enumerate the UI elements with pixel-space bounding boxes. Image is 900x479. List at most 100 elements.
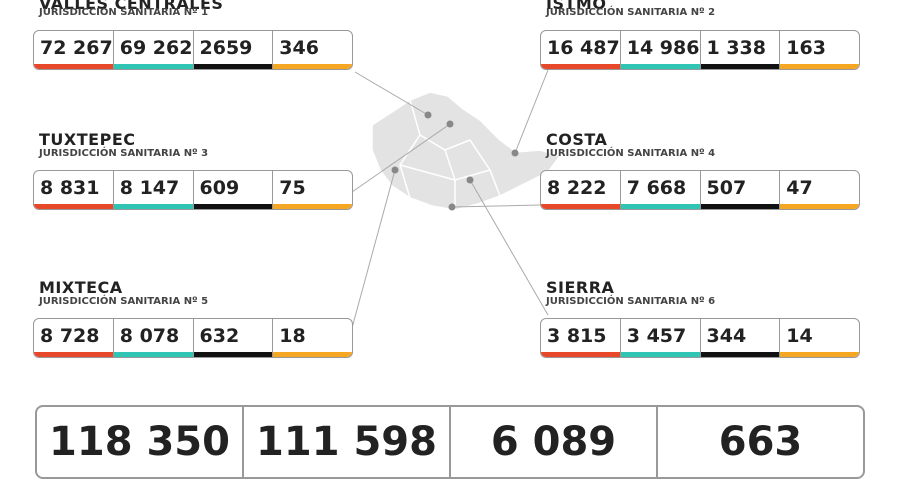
stat-value: 14 986	[626, 37, 700, 59]
region-name: COSTA	[546, 130, 608, 149]
total-value: 6 089	[490, 419, 617, 465]
stat-value: 2659	[199, 37, 253, 59]
stat-cell: 7 668	[620, 171, 701, 209]
stat-value: 1 338	[706, 37, 767, 59]
stat-cell: 1 338	[700, 31, 781, 69]
total-cell: 663	[658, 407, 863, 477]
stat-cell: 14	[780, 319, 859, 357]
color-bar	[113, 352, 193, 357]
stat-cell: 8 147	[113, 171, 194, 209]
color-bar	[193, 64, 273, 69]
stat-cell: 16 487	[541, 31, 621, 69]
stat-cell: 2659	[193, 31, 274, 69]
region-subtitle: JURISDICCIÓN SANITARIA Nº 1	[39, 7, 209, 18]
stat-value: 8 147	[119, 177, 180, 199]
stat-value: 47	[786, 177, 813, 199]
stats-box: 8 728 8 078 632 18	[33, 318, 353, 358]
color-bar	[780, 64, 859, 69]
stat-value: 18	[279, 325, 306, 347]
stat-value: 163	[786, 37, 826, 59]
color-bar	[34, 64, 113, 69]
region-name: TUXTEPEC	[39, 130, 136, 149]
stat-cell: 69 262	[113, 31, 194, 69]
total-value: 663	[718, 419, 803, 465]
stat-value: 3 815	[547, 325, 607, 347]
color-bar	[620, 352, 700, 357]
stat-cell: 8 831	[34, 171, 114, 209]
stat-cell: 8 222	[541, 171, 621, 209]
stat-value: 69 262	[119, 37, 193, 59]
stats-box: 72 267 69 262 2659 346	[33, 30, 353, 70]
stat-value: 14	[786, 325, 813, 347]
color-bar	[273, 352, 352, 357]
stat-cell: 163	[780, 31, 859, 69]
state-shape	[371, 91, 562, 211]
color-bar	[620, 204, 700, 209]
total-cell: 111 598	[244, 407, 451, 477]
region-subtitle: JURISDICCIÓN SANITARIA Nº 4	[546, 148, 716, 159]
color-bar	[113, 204, 193, 209]
stat-cell: 507	[700, 171, 781, 209]
stat-cell: 346	[273, 31, 352, 69]
color-bar	[541, 64, 620, 69]
stat-cell: 344	[700, 319, 781, 357]
stat-cell: 8 078	[113, 319, 194, 357]
color-bar	[541, 204, 620, 209]
region-name: SIERRA	[546, 278, 615, 297]
total-value: 118 350	[49, 419, 230, 465]
stat-cell: 18	[273, 319, 352, 357]
stat-value: 632	[199, 325, 240, 347]
color-bar	[193, 204, 273, 209]
stat-cell: 3 815	[541, 319, 621, 357]
stat-value: 8 078	[119, 325, 180, 347]
page: {"regions": [ {"name": "VALLES CENTRALES…	[33, 0, 865, 479]
stat-cell: 609	[193, 171, 274, 209]
stat-value: 507	[706, 177, 747, 199]
stat-cell: 3 457	[620, 319, 701, 357]
region-name: ISTMO	[546, 0, 607, 13]
stat-value: 346	[279, 37, 319, 59]
stat-value: 16 487	[547, 37, 620, 59]
stat-value: 72 267	[40, 37, 113, 59]
total-cell: 118 350	[37, 407, 244, 477]
totals-box: 118 350 111 598 6 089 663	[35, 405, 865, 479]
color-bar	[780, 352, 859, 357]
stat-value: 609	[199, 177, 240, 199]
color-bar	[34, 352, 113, 357]
color-bar	[700, 352, 780, 357]
stat-value: 7 668	[626, 177, 687, 199]
stats-box: 8 831 8 147 609 75	[33, 170, 353, 210]
stats-box: 3 815 3 457 344 14	[540, 318, 860, 358]
region-name: MIXTECA	[39, 278, 123, 297]
stat-cell: 632	[193, 319, 274, 357]
map	[351, 69, 562, 329]
stat-value: 8 728	[40, 325, 100, 347]
stat-value: 3 457	[626, 325, 687, 347]
region-subtitle: JURISDICCIÓN SANITARIA Nº 3	[39, 148, 209, 159]
region-subtitle: JURISDICCIÓN SANITARIA Nº 2	[546, 7, 716, 18]
total-value: 111 598	[256, 419, 437, 465]
stat-cell: 72 267	[34, 31, 114, 69]
stat-cell: 47	[780, 171, 859, 209]
stat-value: 75	[279, 177, 306, 199]
stat-value: 344	[706, 325, 747, 347]
color-bar	[34, 204, 113, 209]
color-bar	[780, 204, 859, 209]
color-bar	[541, 352, 620, 357]
stat-cell: 8 728	[34, 319, 114, 357]
region-borders	[399, 99, 501, 210]
color-bar	[700, 204, 780, 209]
stat-cell: 14 986	[620, 31, 701, 69]
color-bar	[113, 64, 193, 69]
map-points	[391, 111, 519, 211]
stat-value: 8 831	[40, 177, 100, 199]
leader-lines	[351, 69, 549, 329]
region-name: VALLES CENTRALES	[39, 0, 224, 13]
stat-value: 8 222	[547, 177, 607, 199]
stats-box: 16 487 14 986 1 338 163	[540, 30, 860, 70]
stats-box: 8 222 7 668 507 47	[540, 170, 860, 210]
region-subtitle: JURISDICCIÓN SANITARIA Nº 5	[39, 296, 209, 307]
color-bar	[700, 64, 780, 69]
color-bar	[620, 64, 700, 69]
stat-cell: 75	[273, 171, 352, 209]
